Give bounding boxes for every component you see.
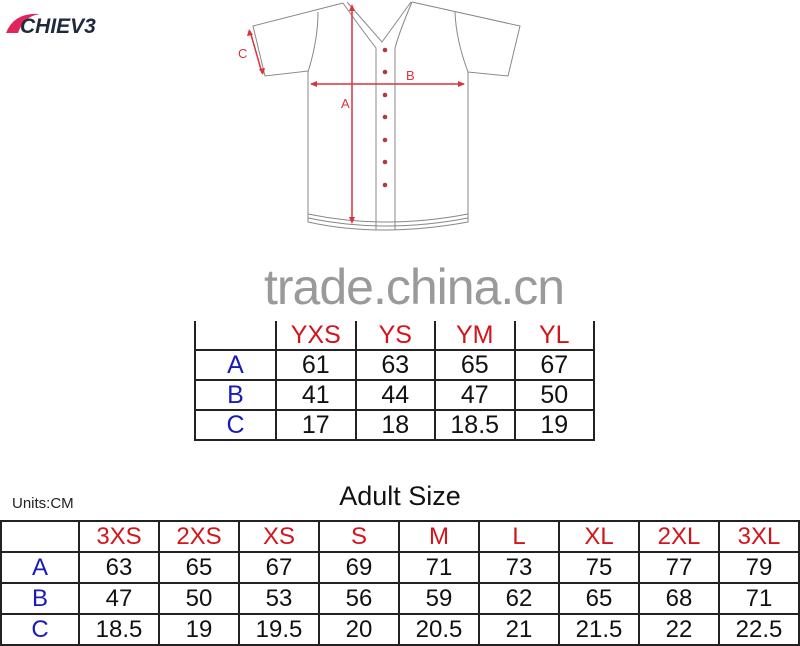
size-header: YXS [275,321,357,351]
row-label: C [194,409,277,441]
cell: 21 [478,613,560,646]
youth-size-table: YXS YS YM YL A 61 63 65 67 B 41 44 47 50… [194,321,595,441]
cell: 41 [275,379,357,411]
cell: 22.5 [718,613,800,646]
cell: 62 [478,582,560,615]
label-b: B [406,68,415,83]
cell: 75 [558,551,640,584]
size-header: YL [513,321,595,351]
cell: 18.5 [78,613,160,646]
cell: 19 [158,613,240,646]
cell: 50 [158,582,240,615]
cell: 22 [638,613,720,646]
cell: 61 [275,349,357,381]
cell: 59 [398,582,480,615]
cell: 71 [398,551,480,584]
size-header: 3XL [718,520,800,553]
row-label: C [0,613,80,646]
size-header: M [398,520,480,553]
svg-text:CHIEV3: CHIEV3 [20,15,96,36]
corner-cell [0,520,80,553]
cell: 19.5 [238,613,320,646]
cell: 18.5 [434,409,516,441]
cell: 79 [718,551,800,584]
row-label: A [194,349,277,381]
row-label: A [0,551,80,584]
size-header: 3XS [78,520,160,553]
table-row: C 17 18 18.5 19 [194,409,595,441]
size-header: 2XS [158,520,240,553]
table-row: A 63 65 67 69 71 73 75 77 79 [0,551,800,584]
measure-c-arrow [249,30,263,74]
cell: 47 [434,379,516,411]
cell: 20 [318,613,400,646]
cell: 21.5 [558,613,640,646]
size-header: YM [434,321,516,351]
cell: 73 [478,551,560,584]
table-row: B 41 44 47 50 [194,379,595,411]
cell: 65 [158,551,240,584]
size-header: 2XL [638,520,720,553]
cell: 17 [275,409,357,441]
cell: 19 [513,409,595,441]
corner-cell [194,321,277,351]
cell: 20.5 [398,613,480,646]
units-label: Units:CM [12,495,74,512]
cell: 63 [354,349,436,381]
row-label: B [0,582,80,615]
cell: 63 [78,551,160,584]
cell: 69 [318,551,400,584]
cell: 18 [354,409,436,441]
label-c: C [238,46,247,61]
label-a: A [341,96,350,111]
cell: 44 [354,379,436,411]
cell: 68 [638,582,720,615]
table-row: C 18.5 19 19.5 20 20.5 21 21.5 22 22.5 [0,613,800,646]
size-header: L [478,520,560,553]
row-label: B [194,379,277,411]
cell: 65 [558,582,640,615]
cell: 50 [513,379,595,411]
cell: 65 [434,349,516,381]
jersey-measurement-diagram: A B C [238,1,521,231]
size-header: XL [558,520,640,553]
cell: 56 [318,582,400,615]
cell: 53 [238,582,320,615]
cell: 47 [78,582,160,615]
adult-size-title: Adult Size [339,481,461,511]
achieve-logo: CHIEV3 [6,13,96,36]
cell: 71 [718,582,800,615]
table-row: B 47 50 53 56 59 62 65 68 71 [0,582,800,615]
cell: 67 [513,349,595,381]
cell: 67 [238,551,320,584]
cell: 77 [638,551,720,584]
size-header: YS [354,321,436,351]
button-dots [382,47,388,188]
adult-size-table: 3XS 2XS XS S M L XL 2XL 3XL A 63 65 67 69 71 7… [0,520,800,646]
table-header-row: YXS YS YM YL [194,321,595,351]
watermark: trade.china.cn [264,259,565,315]
size-header: XS [238,520,320,553]
table-header-row: 3XS 2XS XS S M L XL 2XL 3XL [0,520,800,553]
table-row: A 61 63 65 67 [194,349,595,381]
size-header: S [318,520,400,553]
